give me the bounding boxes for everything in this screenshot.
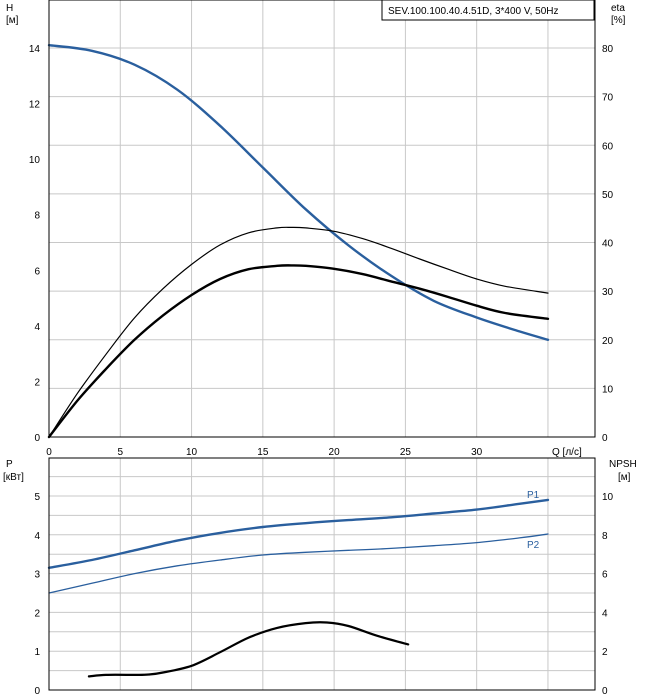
top-right-tick: 70 xyxy=(602,93,614,104)
top-chart-grid xyxy=(49,0,595,437)
top-right-tick: 10 xyxy=(602,384,614,395)
series-eta-thick-line xyxy=(47,264,550,439)
x-tick: 30 xyxy=(471,447,483,458)
series-label-p1: P1 xyxy=(527,490,540,501)
x-tick: 0 xyxy=(46,447,52,458)
title-box xyxy=(381,0,595,21)
bottom-left-tick: 0 xyxy=(34,686,40,697)
x-tick: 15 xyxy=(257,447,269,458)
top-left-tick: 2 xyxy=(34,377,40,388)
top-chart-frame xyxy=(48,0,596,438)
bottom-left-axis-label-line1: P xyxy=(6,459,13,470)
top-right-axis-label-line2: [%] xyxy=(611,15,626,26)
top-right-tick: 60 xyxy=(602,141,614,152)
top-left-tick: 10 xyxy=(29,155,41,166)
bottom-right-axis-label-line1: NPSH xyxy=(609,459,637,470)
top-left-tick: 4 xyxy=(34,322,40,333)
top-left-axis-label-line1: H xyxy=(6,3,13,14)
bottom-left-tick: 2 xyxy=(34,608,40,619)
x-tick: 25 xyxy=(400,447,412,458)
bottom-right-tick: 8 xyxy=(602,531,608,542)
series-eta-thin-line xyxy=(48,226,549,438)
x-axis-label: Q [л/с] xyxy=(552,447,582,458)
bottom-right-tick: 0 xyxy=(602,686,608,697)
bottom-left-axis-label-line2: [кВт] xyxy=(3,472,24,483)
series-p1-line xyxy=(47,498,550,569)
series-h-line xyxy=(47,44,550,341)
bottom-left-tick: 5 xyxy=(34,492,40,503)
bottom-chart-grid xyxy=(49,458,595,690)
top-right-tick: 50 xyxy=(602,190,614,201)
top-left-tick: 0 xyxy=(34,433,40,444)
curves-layer xyxy=(47,44,550,678)
bottom-left-tick: 1 xyxy=(34,647,40,658)
top-right-tick: 0 xyxy=(602,433,608,444)
top-left-tick: 14 xyxy=(29,44,41,55)
x-tick: 5 xyxy=(117,447,123,458)
series-label-p2: P2 xyxy=(527,540,540,551)
bottom-right-axis-label-line2: [м] xyxy=(618,472,631,483)
bottom-chart-frame xyxy=(48,457,596,691)
bottom-right-tick: 2 xyxy=(602,647,608,658)
series-p2-line xyxy=(48,533,549,594)
x-tick: 10 xyxy=(186,447,198,458)
top-right-tick: 20 xyxy=(602,336,614,347)
bottom-right-tick: 10 xyxy=(602,492,614,503)
top-left-tick: 6 xyxy=(34,266,40,277)
top-left-tick: 12 xyxy=(29,100,41,111)
x-tick: 20 xyxy=(329,447,341,458)
top-right-tick: 80 xyxy=(602,44,614,55)
top-left-axis-label-line2: [м] xyxy=(6,15,19,26)
chart-title: SEV.100.100.40.4.51D, 3*400 V, 50Hz xyxy=(388,6,559,17)
series-npsh-line xyxy=(87,621,410,678)
top-right-tick: 40 xyxy=(602,239,614,250)
bottom-left-tick: 3 xyxy=(34,570,40,581)
bottom-right-tick: 4 xyxy=(602,608,608,619)
top-right-tick: 30 xyxy=(602,287,614,298)
bottom-left-tick: 4 xyxy=(34,531,40,542)
top-right-axis-label-line1: eta xyxy=(611,3,625,14)
top-left-tick: 8 xyxy=(34,211,40,222)
bottom-right-tick: 6 xyxy=(602,570,608,581)
